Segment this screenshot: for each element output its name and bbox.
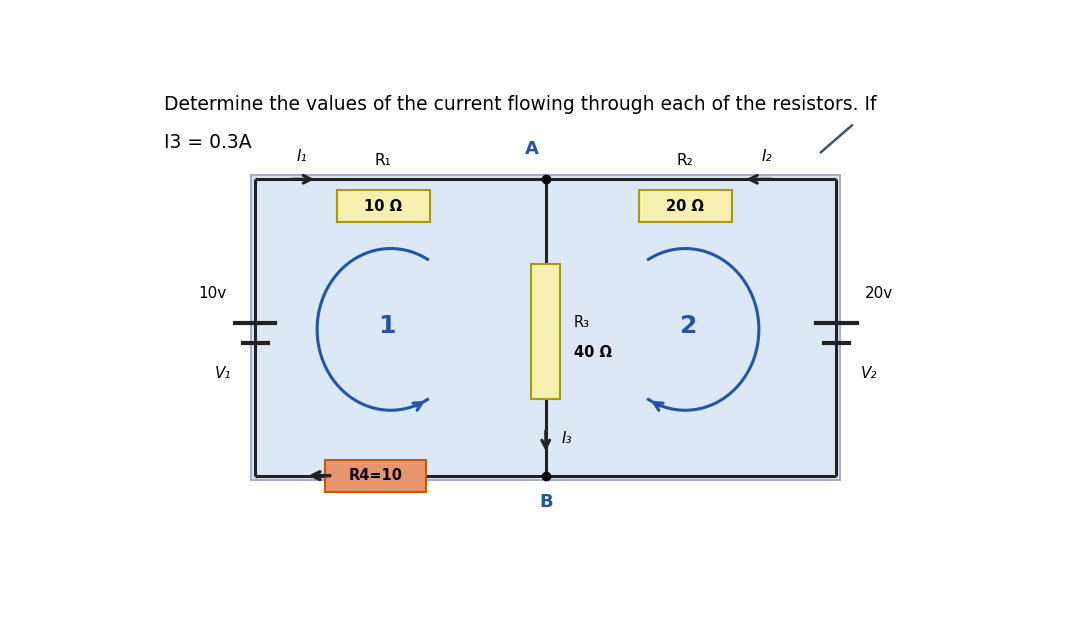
Text: I3 = 0.3A: I3 = 0.3A [164, 133, 252, 152]
Text: R₃: R₃ [573, 315, 590, 330]
FancyBboxPatch shape [325, 460, 426, 492]
Text: 2: 2 [680, 314, 698, 338]
Text: R₁: R₁ [375, 153, 391, 168]
Text: I₁: I₁ [296, 149, 307, 164]
Text: A: A [525, 140, 539, 158]
Text: Determine the values of the current flowing through each of the resistors. If: Determine the values of the current flow… [164, 94, 877, 114]
Text: B: B [539, 492, 553, 510]
Text: 20 Ω: 20 Ω [666, 199, 704, 214]
Text: V₂: V₂ [861, 366, 877, 381]
Text: I₂: I₂ [761, 149, 772, 164]
Text: 10 Ω: 10 Ω [364, 199, 402, 214]
Text: 20v: 20v [865, 286, 893, 301]
Text: R₂: R₂ [677, 153, 693, 168]
Text: R4=10: R4=10 [348, 468, 402, 483]
Text: 1: 1 [378, 314, 395, 338]
FancyBboxPatch shape [337, 190, 430, 222]
Text: I₃: I₃ [562, 431, 572, 446]
FancyBboxPatch shape [638, 190, 732, 222]
Text: 40 Ω: 40 Ω [573, 345, 611, 360]
Text: 10v: 10v [199, 286, 227, 301]
FancyBboxPatch shape [531, 264, 561, 399]
FancyBboxPatch shape [252, 175, 840, 479]
Text: V₁: V₁ [214, 366, 231, 381]
